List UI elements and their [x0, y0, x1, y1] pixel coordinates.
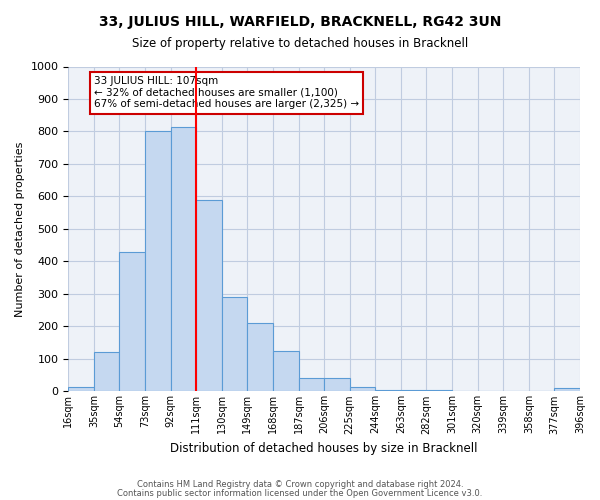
Bar	[452, 390, 478, 392]
Bar	[196, 200, 222, 392]
Y-axis label: Number of detached properties: Number of detached properties	[15, 142, 25, 316]
Bar	[427, 390, 452, 392]
Bar	[299, 378, 324, 392]
Bar	[247, 323, 273, 392]
Bar	[401, 390, 427, 392]
Bar	[273, 351, 299, 392]
Bar	[94, 352, 119, 392]
Bar	[222, 297, 247, 392]
Bar	[376, 390, 401, 392]
Bar	[145, 132, 170, 392]
Bar	[170, 126, 196, 392]
Text: Contains HM Land Registry data © Crown copyright and database right 2024.: Contains HM Land Registry data © Crown c…	[137, 480, 463, 489]
Bar	[324, 378, 350, 392]
Bar	[350, 386, 376, 392]
Text: Contains public sector information licensed under the Open Government Licence v3: Contains public sector information licen…	[118, 488, 482, 498]
X-axis label: Distribution of detached houses by size in Bracknell: Distribution of detached houses by size …	[170, 442, 478, 455]
Text: 33 JULIUS HILL: 107sqm
← 32% of detached houses are smaller (1,100)
67% of semi-: 33 JULIUS HILL: 107sqm ← 32% of detached…	[94, 76, 359, 110]
Bar	[119, 252, 145, 392]
Text: 33, JULIUS HILL, WARFIELD, BRACKNELL, RG42 3UN: 33, JULIUS HILL, WARFIELD, BRACKNELL, RG…	[99, 15, 501, 29]
Text: Size of property relative to detached houses in Bracknell: Size of property relative to detached ho…	[132, 38, 468, 51]
Bar	[68, 386, 94, 392]
Bar	[554, 388, 580, 392]
